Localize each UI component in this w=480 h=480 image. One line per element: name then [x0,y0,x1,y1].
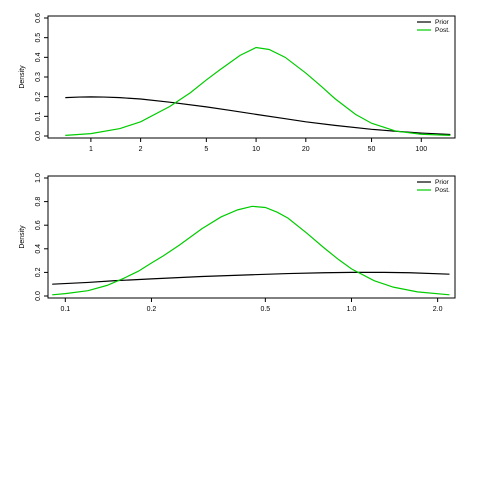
x-tick-label: 0.1 [60,306,70,313]
y-tick-label: 0.8 [35,197,42,207]
x-tick-label: 5 [204,146,208,153]
chart-panel-top: 1 2 5 10 20 50 100 0.0 0.1 0.2 0.3 0.4 0.5 0.6 Density… [19,13,456,153]
x-tick-label: 0.5 [260,306,270,313]
series-line-post [65,46,451,137]
legend-label: Post. [435,187,450,194]
y-tick-label: 0.4 [35,52,42,62]
x-tick-label: 1.0 [347,306,357,313]
series-line-post [52,205,450,296]
x-tick-label: 2 [139,146,143,153]
y-tick-label: 0.6 [35,220,42,230]
legend-label: Prior [435,19,450,26]
y-tick-label: 0.0 [35,131,42,141]
y-tick-label: 0.6 [35,13,42,23]
series-line-prior [52,271,450,285]
y-tick-label: 0.0 [35,291,42,301]
legend-label: Prior [435,179,450,186]
x-tick-label: 20 [302,146,310,153]
y-tick-label: 0.4 [35,244,42,254]
y-axis-title: Density [19,225,26,249]
legend-label: Post. [435,27,450,34]
x-tick-label: 1 [89,146,93,153]
plot-frame [47,15,456,139]
x-tick-label: 50 [368,146,376,153]
y-axis-title: Density [19,65,26,89]
x-tick-label: 2.0 [433,306,443,313]
y-tick-label: 1.0 [35,173,42,183]
y-tick-label: 0.1 [35,111,42,121]
plot-frame [47,175,456,299]
x-tick-label: 10 [252,146,260,153]
chart-panel-bottom: 0.1 0.2 0.5 1.0 2.0 0.0 0.2 0.4 0.6 0.8 1.0 Density… [19,173,456,313]
series-line-prior [65,96,451,136]
x-tick-label: 100 [415,146,427,153]
y-tick-label: 0.2 [35,92,42,102]
x-tick-label: 0.2 [147,306,157,313]
y-tick-label: 0.5 [35,33,42,43]
y-tick-label: 0.2 [35,267,42,277]
y-tick-label: 0.3 [35,72,42,82]
